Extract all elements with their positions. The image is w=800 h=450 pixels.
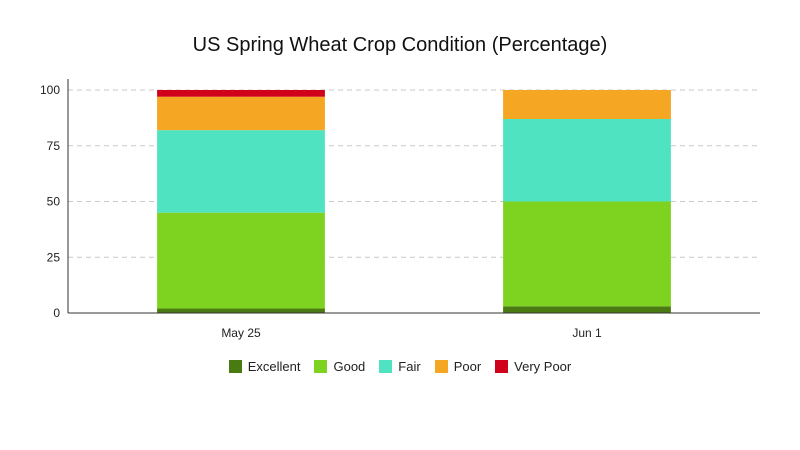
bar-segment-good <box>503 201 671 307</box>
legend-label: Fair <box>398 359 421 374</box>
legend-label: Poor <box>453 359 482 374</box>
bar-segment-fair <box>157 130 325 213</box>
legend-label: Very Poor <box>514 359 572 374</box>
chart-title: US Spring Wheat Crop Condition (Percenta… <box>192 34 608 56</box>
y-tick-label: 0 <box>53 306 60 320</box>
legend-swatch <box>495 360 509 373</box>
bar-segment-fair <box>503 118 671 202</box>
y-tick-label: 50 <box>47 195 61 209</box>
y-tick-label: 75 <box>47 139 61 153</box>
legend-item: Very Poor <box>495 359 571 374</box>
bar-segment-poor <box>157 96 325 131</box>
legend-swatch <box>228 360 242 373</box>
bar-segment-good <box>157 212 325 309</box>
chart-legend: Excellent Good Fair Poor Very Poor <box>0 359 800 374</box>
legend-item: Fair <box>379 359 421 374</box>
legend-item: Poor <box>434 359 482 374</box>
legend-swatch <box>434 360 448 373</box>
legend-label: Excellent <box>247 359 301 374</box>
bar-segment-excellent <box>157 308 325 313</box>
y-tick-label: 100 <box>40 83 60 97</box>
legend-label: Good <box>333 359 366 374</box>
y-tick-label: 25 <box>47 250 61 264</box>
legend-swatch <box>314 360 328 373</box>
legend-swatch <box>379 360 393 373</box>
x-tick-label: May 25 <box>221 326 261 340</box>
x-tick-label: Jun 1 <box>572 326 602 340</box>
bar-segment-very-poor <box>157 90 325 97</box>
legend-item: Excellent <box>228 359 301 374</box>
bar-segment-excellent <box>503 306 671 313</box>
legend-item: Good <box>314 359 365 374</box>
bar-segment-poor <box>503 90 671 119</box>
